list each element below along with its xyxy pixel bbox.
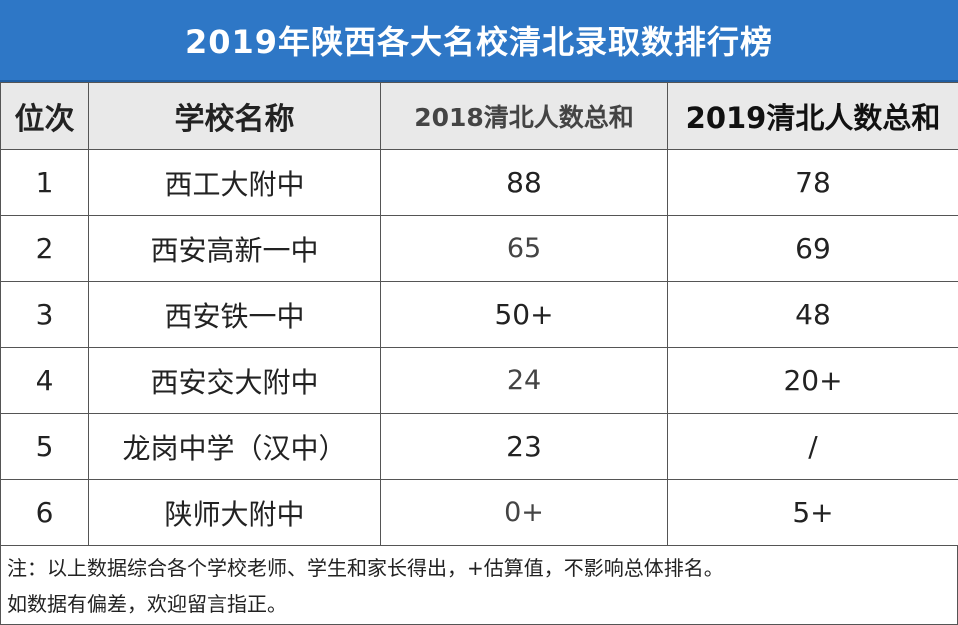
cell-2018: 23 xyxy=(381,414,668,480)
cell-rank: 4 xyxy=(1,348,89,414)
cell-2019: 48 xyxy=(668,282,958,348)
cell-rank: 5 xyxy=(1,414,89,480)
footnote-line-1: 注：以上数据综合各个学校老师、学生和家长得出，+估算值，不影响总体排名。 xyxy=(7,550,949,586)
cell-2018: 65 xyxy=(381,216,668,282)
cell-2019: / xyxy=(668,414,958,480)
header-2019: 2019清北人数总和 xyxy=(668,83,958,150)
cell-2019: 5+ xyxy=(668,480,958,546)
cell-2018: 24 xyxy=(381,348,668,414)
cell-2018: 0+ xyxy=(381,480,668,546)
header-school: 学校名称 xyxy=(89,83,381,150)
cell-rank: 2 xyxy=(1,216,89,282)
table-row: 3 西安铁一中 50+ 48 xyxy=(1,282,958,348)
cell-school: 西安铁一中 xyxy=(89,282,381,348)
cell-school: 龙岗中学（汉中） xyxy=(89,414,381,480)
table-row: 2 西安高新一中 65 69 xyxy=(1,216,958,282)
cell-school: 陕师大附中 xyxy=(89,480,381,546)
cell-rank: 3 xyxy=(1,282,89,348)
page-title: 2019年陕西各大名校清北录取数排行榜 xyxy=(0,0,958,82)
cell-rank: 1 xyxy=(1,150,89,216)
cell-school: 西工大附中 xyxy=(89,150,381,216)
cell-2018: 50+ xyxy=(381,282,668,348)
header-rank: 位次 xyxy=(1,83,89,150)
footnote-line-2: 如数据有偏差，欢迎留言指正。 xyxy=(7,586,949,622)
table-row: 1 西工大附中 88 78 xyxy=(1,150,958,216)
cell-school: 西安交大附中 xyxy=(89,348,381,414)
cell-rank: 6 xyxy=(1,480,89,546)
table-row: 5 龙岗中学（汉中） 23 / xyxy=(1,414,958,480)
cell-2019: 69 xyxy=(668,216,958,282)
ranking-table: 位次 学校名称 2018清北人数总和 2019清北人数总和 1 西工大附中 88… xyxy=(0,82,958,546)
header-row: 位次 学校名称 2018清北人数总和 2019清北人数总和 xyxy=(1,83,958,150)
header-2018: 2018清北人数总和 xyxy=(381,83,668,150)
table-row: 4 西安交大附中 24 20+ xyxy=(1,348,958,414)
cell-2018: 88 xyxy=(381,150,668,216)
cell-school: 西安高新一中 xyxy=(89,216,381,282)
footnote: 注：以上数据综合各个学校老师、学生和家长得出，+估算值，不影响总体排名。 如数据… xyxy=(0,546,958,625)
cell-2019: 20+ xyxy=(668,348,958,414)
cell-2019: 78 xyxy=(668,150,958,216)
table-row: 6 陕师大附中 0+ 5+ xyxy=(1,480,958,546)
